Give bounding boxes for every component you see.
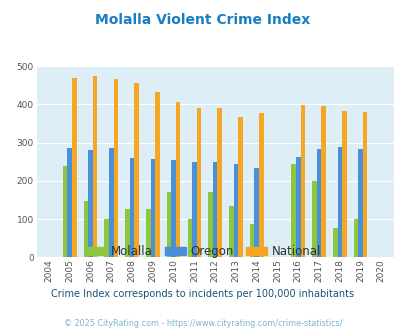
Bar [337,147,341,257]
Bar [175,102,180,257]
Bar [109,148,113,257]
Bar [187,219,192,257]
Bar [113,79,118,257]
Bar [249,224,254,257]
Bar [134,83,139,257]
Text: © 2025 CityRating.com - https://www.cityrating.com/crime-statistics/: © 2025 CityRating.com - https://www.city… [64,319,341,328]
Bar [196,109,201,257]
Bar [353,219,358,257]
Bar [311,181,316,257]
Bar [316,149,320,257]
Bar [212,162,217,257]
Bar [341,111,346,257]
Bar [83,201,88,257]
Bar [320,106,325,257]
Bar [67,148,72,257]
Bar [233,164,238,257]
Bar [125,209,130,257]
Bar [150,159,155,257]
Bar [130,158,134,257]
Bar [88,150,93,257]
Bar [295,157,300,257]
Bar [258,113,263,257]
Bar [63,166,67,257]
Bar [171,160,175,257]
Bar [72,78,77,257]
Bar [93,76,97,257]
Bar [104,219,109,257]
Bar [217,109,222,257]
Bar [155,92,159,257]
Legend: Molalla, Oregon, National: Molalla, Oregon, National [80,241,325,263]
Bar [254,168,258,257]
Text: Molalla Violent Crime Index: Molalla Violent Crime Index [95,13,310,27]
Bar [291,164,295,257]
Bar [166,192,171,257]
Text: Crime Index corresponds to incidents per 100,000 inhabitants: Crime Index corresponds to incidents per… [51,289,354,299]
Bar [192,162,196,257]
Bar [228,206,233,257]
Bar [300,105,305,257]
Bar [358,149,362,257]
Bar [146,209,150,257]
Bar [208,191,212,257]
Bar [238,116,242,257]
Bar [332,228,337,257]
Bar [362,112,367,257]
